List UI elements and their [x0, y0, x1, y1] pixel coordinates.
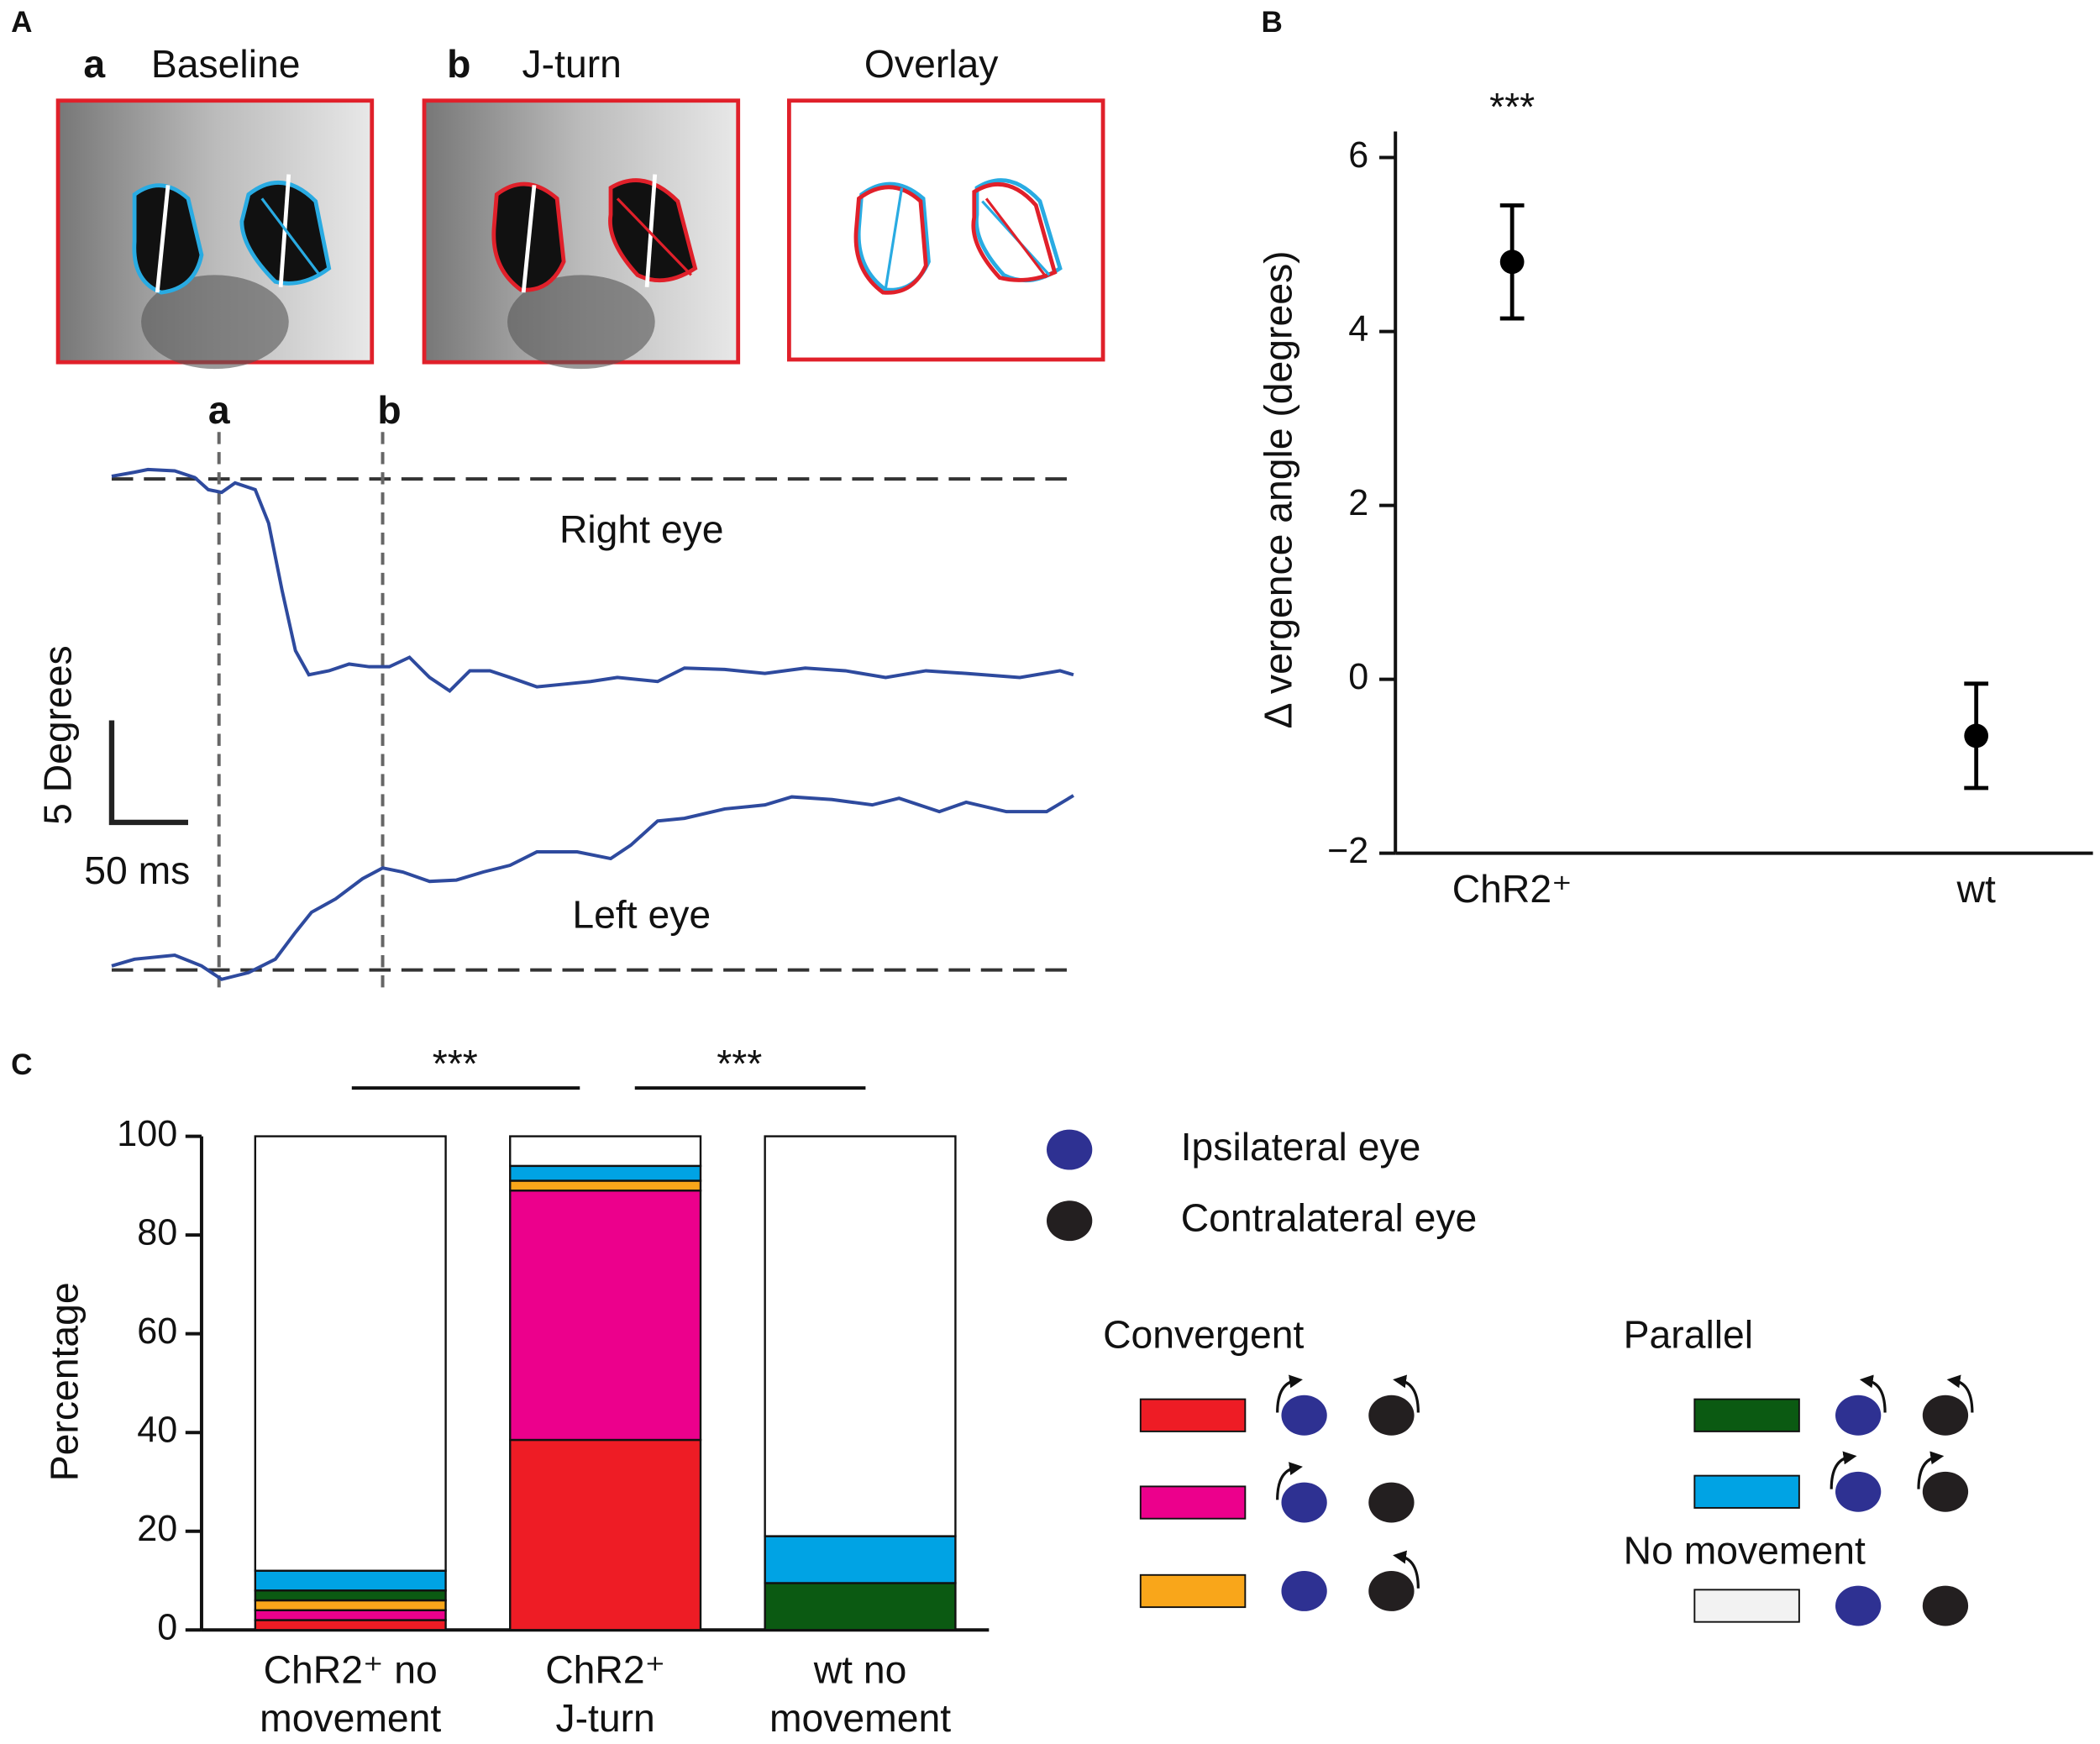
bar-segment: [254, 1599, 447, 1611]
time-marker-label: a: [208, 388, 231, 432]
panel-label: A: [11, 6, 32, 39]
x-tick-label: wt no: [813, 1648, 907, 1692]
bar-segment: [764, 1535, 957, 1584]
scale-bar: [108, 720, 188, 826]
rotation-arrow: [1830, 1451, 1857, 1489]
legend-label: Ipsilateral eye: [1181, 1125, 1421, 1169]
rotation-arrow: [1859, 1374, 1887, 1413]
legend-swatch: [1693, 1474, 1800, 1509]
eye-icon: [1922, 1585, 1969, 1626]
y-tick-label: 20: [137, 1509, 177, 1549]
rotation-arrow: [1276, 1462, 1303, 1500]
eye-icon: [1922, 1471, 1969, 1512]
bar-segment: [764, 1582, 957, 1631]
image-letter: b: [447, 42, 470, 86]
image-title: J-turn: [522, 42, 622, 86]
bar-segment: [254, 1619, 447, 1631]
eye-icon: [1281, 1482, 1327, 1523]
legend-swatch: [1139, 1573, 1247, 1609]
rotation-arrow: [1917, 1451, 1945, 1489]
image-title: Baseline: [151, 42, 301, 86]
y-tick-label: 4: [1348, 309, 1368, 349]
image-overlay: [787, 98, 1105, 362]
eye-icon: [1368, 1482, 1415, 1523]
y-axis-label: Percentage: [42, 1282, 86, 1481]
y-axis-label: Δ vergence angle (degrees): [1257, 250, 1300, 728]
legend-group: Convergent: [1103, 1312, 1304, 1356]
significance-label: ***: [717, 1042, 762, 1085]
y-tick-label: 100: [117, 1114, 177, 1154]
x-tick-label: ChR2⁺ no: [264, 1648, 438, 1692]
x-tick-label: movement: [260, 1696, 441, 1740]
legend-group: Parallel: [1624, 1312, 1753, 1356]
rotation-arrow: [1393, 1374, 1420, 1413]
bar-segment: [254, 1589, 447, 1602]
eye-icon: [1835, 1585, 1882, 1626]
image-baseline: [55, 98, 375, 370]
x-tick-label: J-turn: [555, 1696, 654, 1740]
y-tick-label: 0: [157, 1608, 177, 1648]
left-eye-trace: [111, 794, 1074, 981]
rotation-arrow: [1276, 1374, 1303, 1413]
y-tick-label: 0: [1348, 657, 1368, 697]
legend-group: No movement: [1624, 1528, 1866, 1572]
eye-icon: [1047, 1129, 1093, 1170]
time-marker-label: b: [377, 388, 401, 432]
bar-segment: [254, 1135, 447, 1572]
y-tick-label: −2: [1327, 831, 1368, 871]
trace-label: Right eye: [559, 507, 724, 551]
bar-segment: [509, 1438, 702, 1631]
x-tick-label: wt: [1956, 867, 1996, 911]
bar-segment: [509, 1135, 702, 1168]
bar-segment: [254, 1609, 447, 1621]
legend-swatch: [1139, 1398, 1247, 1432]
x-tick-label: ChR2⁺: [545, 1648, 665, 1692]
rotation-arrow: [1946, 1374, 1974, 1413]
y-tick-label: 2: [1348, 483, 1368, 523]
panel-label: C: [11, 1048, 32, 1081]
bar-segment: [254, 1569, 447, 1592]
eye-icon: [1281, 1570, 1327, 1611]
legend-label: Contralateral eye: [1181, 1195, 1478, 1239]
right-eye-trace: [111, 467, 1074, 693]
trace-label: Left eye: [572, 893, 711, 937]
legend-swatch: [1139, 1485, 1247, 1520]
image-j-turn: [422, 98, 741, 370]
bar-segment: [509, 1164, 702, 1182]
legend-swatch: [1693, 1398, 1800, 1432]
x-tick-label: movement: [769, 1696, 951, 1740]
rotation-arrow: [1393, 1550, 1420, 1589]
scale-bar-x: 50 ms: [84, 848, 190, 892]
eye-icon: [1368, 1570, 1415, 1611]
legend-swatch: [1693, 1589, 1800, 1623]
image-letter: a: [83, 42, 106, 86]
y-tick-label: 60: [137, 1311, 177, 1352]
point: [1964, 723, 1989, 749]
eye-icon: [1922, 1395, 1969, 1436]
bar-segment: [509, 1190, 702, 1442]
y-tick-label: 80: [137, 1213, 177, 1253]
point: [1499, 250, 1525, 275]
eye-icon: [1047, 1200, 1093, 1242]
time-markers: [217, 432, 385, 995]
significance-label: ***: [433, 1042, 478, 1085]
panel-label: B: [1262, 6, 1283, 39]
scale-bar-y: 5 Degrees: [36, 645, 80, 825]
eye-icon: [1368, 1395, 1415, 1436]
y-tick-label: 40: [137, 1410, 177, 1451]
annotation: ***: [1489, 85, 1535, 129]
image-title: Overlay: [864, 42, 999, 86]
eye-icon: [1281, 1395, 1327, 1436]
x-tick-label: ChR2⁺: [1452, 867, 1572, 911]
eye-icon: [1835, 1395, 1882, 1436]
bar-segment: [764, 1135, 957, 1537]
y-tick-label: 6: [1348, 135, 1368, 176]
eye-icon: [1835, 1471, 1882, 1512]
bar-segment: [509, 1179, 702, 1192]
